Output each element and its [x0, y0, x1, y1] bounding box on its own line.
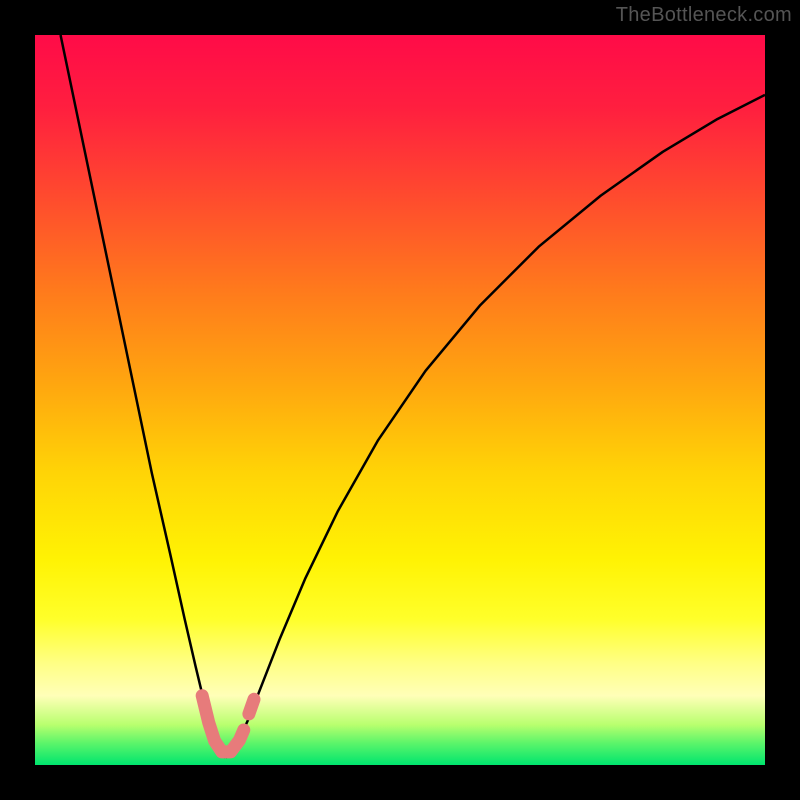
bottleneck-chart: [0, 0, 800, 800]
chart-stage: TheBottleneck.com: [0, 0, 800, 800]
watermark-text: TheBottleneck.com: [616, 4, 792, 27]
highlight-stroke-1: [249, 699, 254, 714]
plot-background: [35, 35, 765, 765]
